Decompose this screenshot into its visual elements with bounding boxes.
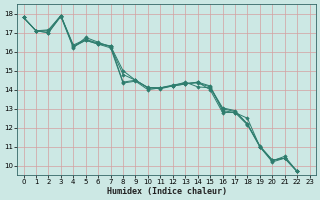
X-axis label: Humidex (Indice chaleur): Humidex (Indice chaleur) [107, 187, 227, 196]
